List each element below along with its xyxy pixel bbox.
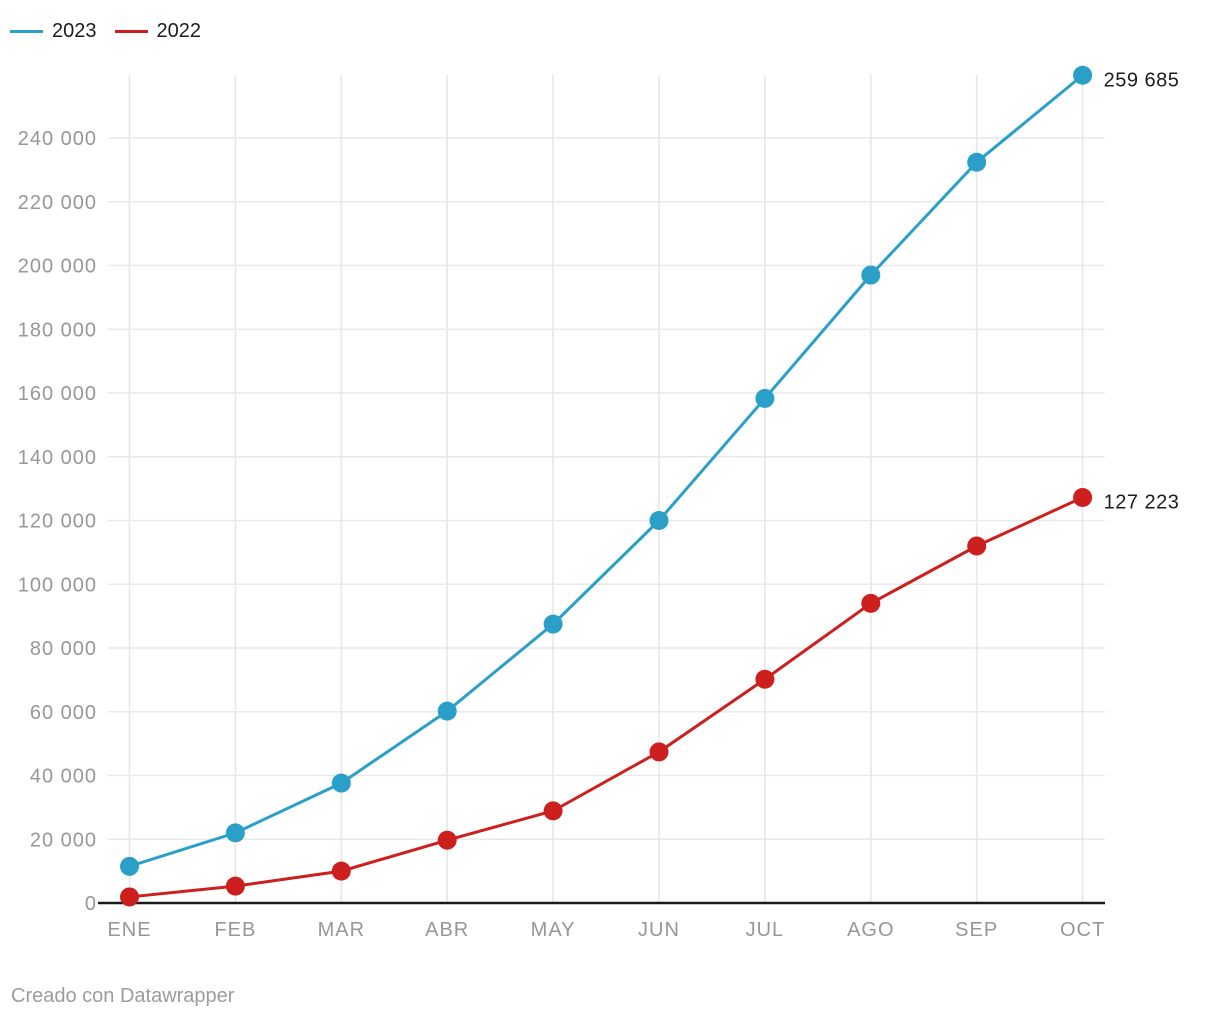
y-tick-label: 120 000 [18,511,97,533]
data-point-2023-MAY [543,614,563,634]
legend: 2023 2022 [10,20,201,43]
y-tick-label: 100 000 [18,574,97,596]
data-point-2022-JUL [755,669,775,689]
legend-swatch-2022-icon [114,30,148,33]
legend-label-2023: 2023 [52,20,97,42]
y-tick-label: 40 000 [30,766,97,788]
series-line-2023 [129,74,1084,868]
data-point-2023-ABR [437,701,457,721]
data-point-2022-ENE [120,887,139,907]
x-tick-label: SEP [955,919,998,941]
x-tick-label: AGO [847,919,894,941]
data-point-2022-SEP [967,536,987,556]
legend-swatch-2023-icon [10,30,43,33]
x-tick-label: ABR [425,919,469,941]
y-tick-label: 20 000 [30,829,97,851]
y-tick-label: 220 000 [18,192,97,214]
x-tick-label: JUN [638,919,680,941]
end-value-label-2023: 259 685 [1104,69,1180,91]
y-tick-label: 200 000 [18,256,97,278]
data-point-2023-MAR [331,773,351,793]
legend-label-2022: 2022 [156,20,202,42]
data-point-2022-OCT [1073,487,1093,507]
x-tick-label: OCT [1060,919,1105,941]
data-point-2023-AGO [861,265,881,285]
data-point-2023-ENE [120,856,139,876]
series-line-2022 [129,496,1084,899]
data-point-2023-FEB [225,823,245,843]
x-tick-label: FEB [214,919,256,941]
end-value-label-2022: 127 223 [1104,491,1180,513]
data-point-2022-ABR [437,830,457,850]
data-point-2023-OCT [1073,65,1093,85]
attribution-text: Creado con Datawrapper [11,985,235,1007]
x-tick-label: JUL [746,919,785,941]
legend-item-2022: 2022 [114,20,202,43]
data-point-2022-MAR [331,861,351,881]
y-tick-label: 0 [85,893,97,915]
data-point-2022-FEB [225,876,245,896]
legend-item-2023: 2023 [10,20,97,43]
x-tick-label: ENE [107,919,151,941]
x-tick-label: MAR [318,919,365,941]
y-tick-label: 80 000 [30,638,97,660]
x-tick-label: MAY [531,919,576,941]
y-tick-label: 180 000 [18,319,97,341]
y-tick-label: 60 000 [30,702,97,724]
y-tick-label: 240 000 [18,128,97,150]
data-point-2022-JUN [649,742,669,762]
data-point-2023-JUN [649,511,669,530]
data-point-2023-SEP [967,152,987,172]
data-point-2022-AGO [861,593,881,613]
data-point-2023-JUL [755,388,775,408]
y-tick-label: 160 000 [18,383,97,405]
y-tick-label: 140 000 [18,447,97,469]
data-point-2022-MAY [543,801,563,821]
